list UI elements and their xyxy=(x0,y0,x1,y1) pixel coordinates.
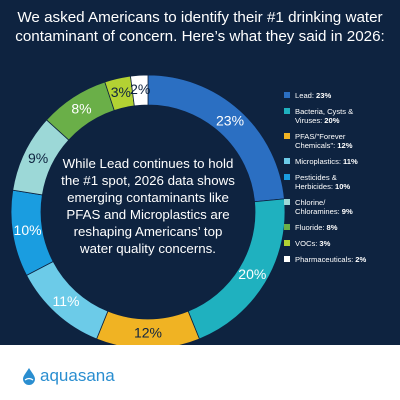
legend-swatch xyxy=(284,199,290,205)
legend-swatch xyxy=(284,256,290,262)
slice-label: 20% xyxy=(238,266,266,282)
slice-label: 23% xyxy=(216,112,244,128)
legend-text: Bacteria, Cysts & Viruses: 20% xyxy=(295,107,377,125)
legend-swatch xyxy=(284,158,290,164)
legend-text: Fluoride: 8% xyxy=(295,223,377,232)
center-text: While Lead continues to hold the #1 spot… xyxy=(61,156,235,256)
logo-drop xyxy=(23,368,35,385)
legend-label: Chlorine/ Chloramines: xyxy=(295,198,340,216)
legend-value: 10% xyxy=(334,182,351,191)
legend-text: Lead: 23% xyxy=(295,91,377,100)
legend-entry: Lead: 23% xyxy=(284,91,394,100)
slice-label: 9% xyxy=(28,150,48,166)
legend-label: PFAS/"Forever Chemicals": xyxy=(295,132,346,150)
legend-text: Chlorine/ Chloramines: 9% xyxy=(295,198,377,216)
legend-value: 9% xyxy=(341,207,353,216)
legend-value: 20% xyxy=(324,116,340,125)
chart: 23% 20% 12% 11% 10% 9% 8% 3% 2% xyxy=(10,74,286,345)
logo: aquasana xyxy=(22,366,115,386)
legend-entry: Chlorine/ Chloramines: 9% xyxy=(284,198,394,216)
legend-value: 2% xyxy=(355,255,367,264)
legend-swatch xyxy=(284,174,290,180)
legend-swatch xyxy=(284,240,290,246)
legend: Lead: 23% Bacteria, Cysts & Viruses: 20% PFA… xyxy=(284,91,394,264)
legend-swatch xyxy=(284,224,290,230)
legend-entry: VOCs: 3% xyxy=(284,239,394,248)
legend-value: 23% xyxy=(316,91,332,100)
legend-label: Lead: xyxy=(295,91,315,100)
legend-entry: Microplastics: 11% xyxy=(284,157,394,166)
slice-label: 12% xyxy=(134,325,162,341)
legend-value: 3% xyxy=(319,239,331,248)
slice-label: 10% xyxy=(14,222,42,238)
legend-label: Pharmaceuticals: xyxy=(295,255,354,264)
legend-value: 12% xyxy=(337,141,353,150)
chart-title: We asked Americans to identify their #1 … xyxy=(15,9,385,45)
legend-entry: Pesticides & Herbicides: 10% xyxy=(284,173,394,191)
legend-text: Microplastics: 11% xyxy=(295,157,377,166)
legend-swatch xyxy=(284,133,290,139)
legend-value: 8% xyxy=(326,223,338,232)
slice-label: 8% xyxy=(71,100,91,116)
legend-label: Bacteria, Cysts & Viruses: xyxy=(295,107,354,125)
legend-text: VOCs: 3% xyxy=(295,239,377,248)
legend-text: PFAS/"Forever Chemicals": 12% xyxy=(295,132,377,150)
brand: aquasana xyxy=(40,366,115,385)
slice-label: 3% xyxy=(111,84,131,100)
legend-label: Fluoride: xyxy=(295,223,325,232)
legend-text: Pesticides & Herbicides: 10% xyxy=(295,173,377,191)
slice-label: 2% xyxy=(130,81,150,97)
slice xyxy=(130,74,149,107)
legend-swatch xyxy=(284,92,290,98)
legend-value: 11% xyxy=(343,157,358,166)
legend-entry: Bacteria, Cysts & Viruses: 20% xyxy=(284,107,394,125)
slice-label: 11% xyxy=(52,293,79,309)
legend-label: Microplastics: xyxy=(295,157,341,166)
legend-entry: Fluoride: 8% xyxy=(284,223,394,232)
legend-entry: Pharmaceuticals: 2% xyxy=(284,255,394,264)
legend-text: Pharmaceuticals: 2% xyxy=(295,255,377,264)
legend-label: Pesticides & Herbicides: xyxy=(295,173,337,191)
legend-swatch xyxy=(284,108,290,114)
legend-entry: PFAS/"Forever Chemicals": 12% xyxy=(284,132,394,150)
legend-label: VOCs: xyxy=(295,239,318,248)
